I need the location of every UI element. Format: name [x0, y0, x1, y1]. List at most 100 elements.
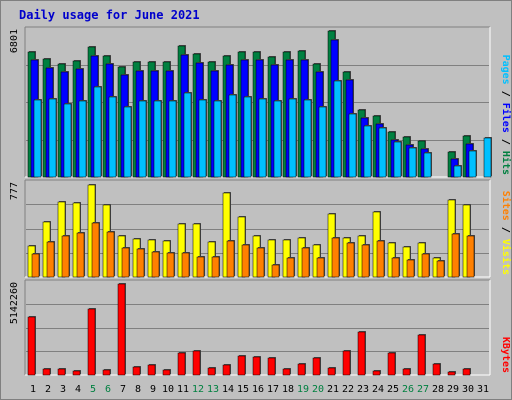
chart-title: Daily usage for June 2021	[19, 8, 200, 22]
bar-pages-day-8	[138, 100, 147, 178]
bar-pages-day-11	[183, 92, 192, 178]
bar-pages-day-25	[393, 141, 402, 178]
bar-kbytes-day-2	[42, 368, 51, 376]
bar-kbytes-day-25	[387, 352, 396, 376]
x-tick-day-23: 23	[357, 384, 369, 395]
bar-sites-day-24	[376, 240, 385, 278]
bar-kbytes-day-6	[102, 369, 111, 376]
x-tick-day-31: 31	[477, 384, 489, 395]
bar-pages-day-13	[213, 100, 222, 178]
x-tick-day-18: 18	[282, 384, 294, 395]
bar-kbytes-day-22	[342, 350, 351, 376]
bar-sites-day-1	[31, 253, 40, 278]
bar-sites-day-5	[91, 222, 100, 278]
bar-sites-day-13	[211, 256, 220, 278]
bar-sites-day-20	[316, 257, 325, 278]
bar-pages-day-6	[108, 96, 117, 178]
bar-sites-day-25	[391, 257, 400, 278]
bar-kbytes-day-3	[57, 368, 66, 376]
bar-pages-day-19	[303, 99, 312, 178]
bar-pages-day-12	[198, 99, 207, 178]
x-tick-day-20: 20	[312, 384, 324, 395]
bar-sites-day-10	[166, 252, 175, 278]
bar-sites-day-21	[331, 237, 340, 278]
legend-hits: Hits	[500, 151, 512, 175]
ymax-label-kbytes: 5142260	[9, 282, 20, 324]
ymax-label-visits_sites: 777	[9, 182, 20, 200]
bar-sites-day-27	[421, 253, 430, 278]
bar-pages-day-27	[423, 152, 432, 178]
bar-kbytes-day-24	[372, 370, 381, 376]
bar-kbytes-day-26	[402, 368, 411, 376]
bar-sites-day-28	[436, 260, 445, 278]
bar-pages-day-10	[168, 100, 177, 178]
x-tick-day-4: 4	[75, 384, 81, 395]
bar-visits-day-11	[177, 223, 186, 278]
bar-sites-day-8	[136, 248, 145, 278]
x-tick-day-16: 16	[252, 384, 264, 395]
bar-pages-day-14	[228, 94, 237, 178]
bar-kbytes-day-19	[297, 363, 306, 376]
bar-kbytes-day-28	[432, 363, 441, 376]
bar-kbytes-day-13	[207, 367, 216, 376]
x-tick-day-15: 15	[237, 384, 249, 395]
bar-pages-day-23	[363, 125, 372, 178]
ymax-label-hits_files_pages: 6801	[9, 29, 20, 53]
x-tick-day-17: 17	[267, 384, 279, 395]
bar-sites-day-22	[346, 242, 355, 278]
bar-kbytes-day-5	[87, 308, 96, 376]
legend-separator: /	[500, 85, 511, 103]
x-tick-day-14: 14	[222, 384, 234, 395]
bar-visits-day-17	[267, 239, 276, 278]
bar-sites-day-17	[271, 264, 280, 278]
x-tick-day-22: 22	[342, 384, 354, 395]
bar-kbytes-day-20	[312, 357, 321, 376]
x-tick-day-29: 29	[447, 384, 459, 395]
bar-pages-day-26	[408, 147, 417, 178]
bar-sites-day-16	[256, 247, 265, 278]
bar-sites-day-7	[121, 247, 130, 278]
bar-pages-day-7	[123, 106, 132, 178]
x-tick-day-5: 5	[90, 384, 96, 395]
bar-pages-day-29	[453, 165, 462, 178]
x-tick-day-19: 19	[297, 384, 309, 395]
bar-pages-day-17	[273, 100, 282, 178]
bar-sites-day-4	[76, 232, 85, 278]
bar-pages-day-9	[153, 100, 162, 178]
bar-pages-day-30	[468, 150, 477, 178]
bar-kbytes-day-9	[147, 364, 156, 376]
legend-sites: Sites	[500, 191, 512, 221]
x-tick-day-27: 27	[417, 384, 429, 395]
bar-kbytes-day-4	[72, 370, 81, 376]
bar-pages-day-24	[378, 127, 387, 178]
bar-sites-day-30	[466, 235, 475, 278]
bar-pages-day-4	[78, 100, 87, 178]
bar-sites-day-6	[106, 231, 115, 278]
bar-sites-day-2	[46, 241, 55, 278]
bar-kbytes-day-29	[447, 371, 456, 376]
x-tick-day-30: 30	[462, 384, 474, 395]
x-tick-day-21: 21	[327, 384, 339, 395]
x-tick-day-10: 10	[162, 384, 174, 395]
bar-kbytes-day-8	[132, 366, 141, 376]
bar-pages-day-16	[258, 98, 267, 178]
bar-kbytes-day-23	[357, 331, 366, 376]
x-tick-day-13: 13	[207, 384, 219, 395]
bar-kbytes-day-12	[192, 350, 201, 376]
x-tick-day-1: 1	[30, 384, 36, 395]
bar-kbytes-day-15	[237, 355, 246, 376]
legend-kbytes: KBytes	[500, 337, 511, 373]
x-tick-day-8: 8	[135, 384, 141, 395]
bar-sites-day-12	[196, 256, 205, 278]
bar-sites-day-15	[241, 244, 250, 278]
bar-kbytes-day-18	[282, 368, 291, 376]
bar-pages-day-3	[63, 103, 72, 178]
legend-separator: /	[500, 221, 511, 239]
bar-sites-day-23	[361, 244, 370, 278]
bar-sites-day-9	[151, 251, 160, 278]
bar-sites-day-18	[286, 257, 295, 278]
x-tick-day-6: 6	[105, 384, 111, 395]
bar-sites-day-11	[181, 252, 190, 278]
x-tick-day-28: 28	[432, 384, 444, 395]
